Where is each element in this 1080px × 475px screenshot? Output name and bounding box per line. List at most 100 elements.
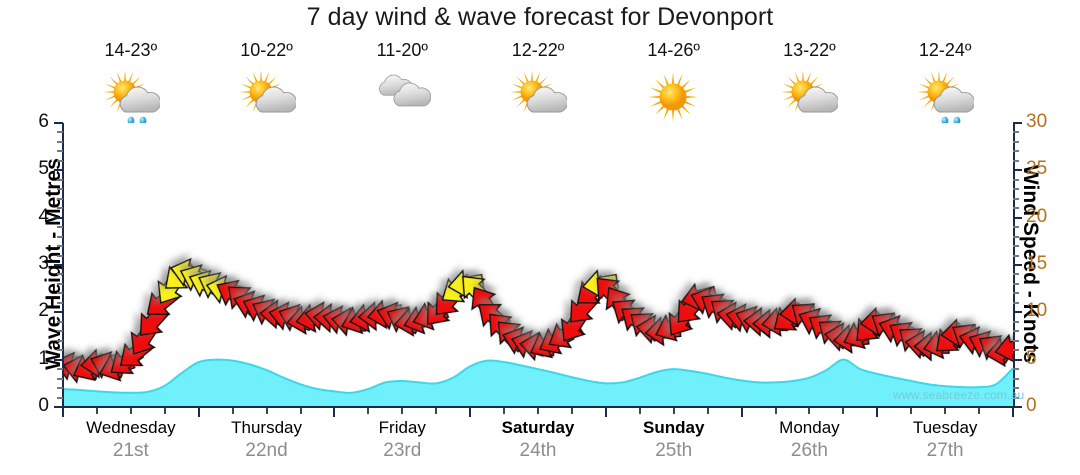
x-axis-tick	[299, 408, 302, 414]
sun-cloud-rain-icon	[63, 69, 199, 126]
y-axis-right-minor-tick	[1013, 254, 1019, 257]
y-axis-left-minor-tick	[57, 387, 63, 390]
y-axis-right-minor-tick	[1013, 282, 1019, 285]
day-footer-monday: Monday 26th	[741, 418, 877, 462]
watermark: www.seabreeze.com.au	[893, 388, 1025, 402]
x-axis-tick	[910, 408, 913, 414]
y-axis-right-minor-tick	[1013, 377, 1019, 380]
sun-cloud-icon	[741, 69, 877, 125]
page-title: 7 day wind & wave forecast for Devonport	[306, 3, 774, 31]
x-axis-tick	[129, 408, 132, 414]
y-axis-left-minor-tick	[57, 349, 63, 352]
y-axis-right-minor-tick	[1013, 226, 1019, 229]
y-axis-right-minor-tick	[1013, 150, 1019, 153]
y-axis-left-tick	[54, 216, 63, 219]
x-axis-tick	[672, 408, 675, 414]
y-axis-right-minor-tick	[1013, 140, 1019, 143]
y-axis-left-minor-tick	[57, 301, 63, 304]
day-header-thursday: 10-22º	[199, 40, 335, 125]
x-axis-tick	[95, 408, 98, 414]
day-temperature-range: 12-22º	[511, 40, 565, 60]
x-axis-tick	[231, 408, 234, 414]
wave-height-area-series	[63, 358, 1013, 407]
day-name: Saturday	[501, 418, 575, 437]
y-axis-right-minor-tick	[1013, 330, 1019, 333]
y-axis-left-minor-tick	[57, 320, 63, 323]
x-axis-tick	[774, 408, 777, 414]
y-axis-right-minor-tick	[1013, 188, 1019, 191]
y-axis-right-minor-tick	[1013, 235, 1019, 238]
y-axis-left-minor-tick	[57, 330, 63, 333]
day-name: Thursday	[231, 418, 302, 437]
day-date: 23rd	[383, 440, 422, 461]
y-axis-right-tick-label: 30	[1026, 111, 1048, 132]
y-axis-left-tick	[54, 169, 63, 172]
y-axis-right-minor-tick	[1013, 273, 1019, 276]
y-axis-left-tick	[54, 358, 63, 361]
y-axis-left-minor-tick	[57, 159, 63, 162]
x-axis-tick	[197, 408, 200, 417]
y-axis-left-minor-tick	[57, 131, 63, 134]
day-name: Friday	[378, 418, 426, 437]
y-axis-right-minor-tick	[1013, 292, 1019, 295]
day-temperature-range: 14-26º	[647, 40, 701, 60]
day-name: Tuesday	[912, 418, 978, 437]
sun-cloud-icon	[199, 69, 335, 125]
x-axis-tick	[570, 408, 573, 414]
y-axis-left-tick	[54, 122, 63, 124]
y-axis-right-minor-tick	[1013, 131, 1019, 134]
cloudy-icon	[334, 69, 470, 125]
y-axis-right-minor-tick	[1013, 387, 1019, 390]
x-axis-tick	[265, 408, 268, 414]
y-axis-right-minor-tick	[1013, 301, 1019, 304]
day-footer-thursday: Thursday 22nd	[199, 418, 335, 462]
day-temperature-range: 13-22º	[783, 40, 836, 60]
y-axis-right-tick-label: 0	[1026, 395, 1037, 416]
y-axis-right-tick	[1013, 311, 1022, 314]
x-axis-tick	[435, 408, 438, 414]
y-axis-left-minor-tick	[57, 226, 63, 229]
day-name: Monday	[779, 418, 840, 437]
x-axis-line	[62, 406, 1015, 408]
x-axis-tick	[638, 408, 641, 414]
y-axis-right-tick-label: 15	[1026, 253, 1048, 274]
y-axis-left-line	[62, 123, 64, 408]
x-axis-tick	[333, 408, 336, 417]
y-axis-left-minor-tick	[57, 368, 63, 371]
day-header-wednesday: 14-23º	[63, 40, 199, 126]
x-axis-tick	[706, 408, 709, 414]
x-axis-tick	[62, 408, 64, 417]
day-date: 26th	[790, 440, 828, 461]
y-axis-right-tick-label: 5	[1026, 347, 1037, 369]
y-axis-right-minor-tick	[1013, 320, 1019, 323]
day-temperature-range: 14-23º	[104, 40, 158, 60]
y-axis-left-tick-label: 1	[38, 347, 49, 369]
day-header-saturday: 12-22º	[470, 40, 606, 125]
y-axis-right-tick	[1013, 169, 1022, 172]
y-axis-right-minor-tick	[1013, 207, 1019, 210]
y-axis-left-minor-tick	[57, 292, 63, 295]
y-axis-left-tick-label: 4	[38, 205, 49, 227]
wind-direction-arrows-series	[63, 257, 1013, 384]
y-axis-right-tick	[1013, 264, 1022, 266]
x-axis-tick	[469, 408, 472, 417]
x-axis-tick	[367, 408, 370, 414]
y-axis-left-tick-label: 6	[38, 111, 49, 132]
y-axis-left-minor-tick	[57, 339, 63, 342]
y-axis-right-tick	[1013, 358, 1022, 361]
x-axis-tick	[163, 408, 166, 414]
y-axis-left-tick	[54, 311, 63, 314]
y-axis-right-tick-label: 10	[1026, 300, 1048, 322]
x-axis-tick	[1012, 408, 1014, 417]
y-axis-left-minor-tick	[57, 140, 63, 143]
y-axis-right-minor-tick	[1013, 339, 1019, 342]
day-header-sunday: 14-26º	[606, 40, 742, 125]
y-axis-left-tick	[54, 406, 63, 408]
x-axis-tick	[740, 408, 743, 417]
y-axis-right-minor-tick	[1013, 396, 1019, 399]
day-footer-sunday: Sunday 25th	[606, 418, 742, 462]
day-date: 27th	[926, 440, 964, 461]
y-axis-left-minor-tick	[57, 178, 63, 181]
x-axis-tick	[503, 408, 506, 414]
